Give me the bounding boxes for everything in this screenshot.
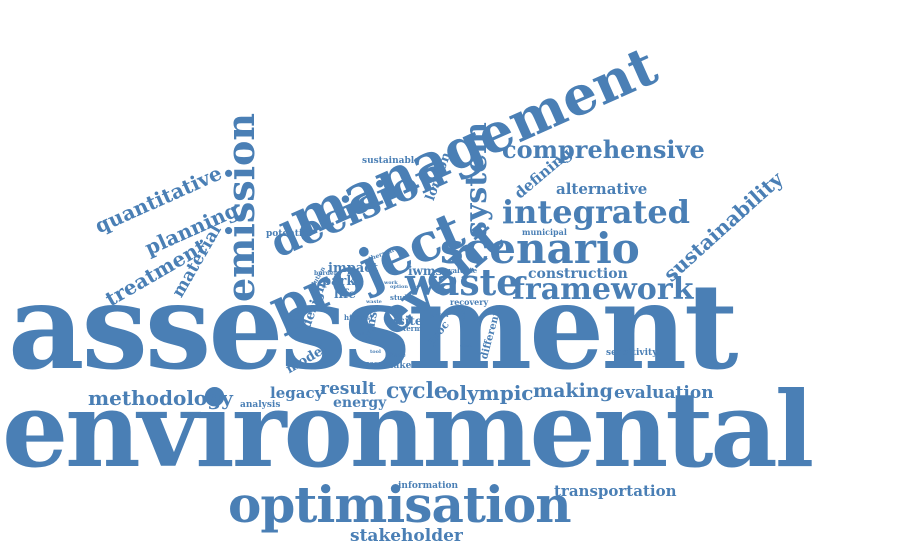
word-cost: cost: [460, 343, 472, 349]
word-waste-small: waste: [366, 299, 382, 305]
word-success: success: [352, 359, 382, 368]
word-olympic: olympic: [446, 381, 534, 405]
word-tool: tool: [370, 349, 381, 355]
word-system: system: [459, 122, 494, 238]
word-recovery: recovery: [450, 297, 489, 307]
word-work: work: [384, 280, 398, 286]
word-sustainable: sustainable: [362, 156, 420, 166]
word-integrated: integrated: [502, 193, 691, 231]
word-methodology: methodology: [88, 386, 233, 410]
word-impact: impact: [328, 261, 379, 276]
word-environmental: environmental: [2, 368, 814, 491]
word-framework: framework: [512, 272, 694, 307]
word-mode: mode: [461, 306, 467, 322]
word-making: making: [533, 380, 613, 402]
word-transportation: transportation: [554, 482, 677, 500]
word-analysis: analysis: [240, 400, 281, 410]
word-municipal: municipal: [522, 227, 567, 237]
word-option: option: [390, 284, 409, 290]
word-waste: waste: [405, 262, 520, 304]
word-evaluate: evaluate: [444, 266, 478, 275]
word-assessment: assessment: [8, 257, 738, 396]
word-phase: phase: [386, 352, 406, 359]
word-construction: construction: [528, 266, 628, 282]
word-information: information: [398, 481, 459, 491]
word-potential: potential: [266, 229, 312, 239]
word-study: study: [390, 293, 412, 302]
word-paper: paper: [430, 312, 450, 319]
word-term: term: [403, 324, 422, 333]
word-stakeholder: stakeholder: [350, 526, 463, 546]
word-evaluation: evaluation: [614, 383, 714, 403]
word-park: park: [322, 274, 356, 289]
word-scenario: scenario: [440, 224, 640, 273]
word-life: life: [334, 287, 356, 301]
word-legacy: legacy: [270, 384, 324, 402]
word-site: site: [398, 314, 423, 328]
word-highest: highest: [344, 313, 374, 322]
word-energy: energy: [333, 395, 387, 411]
word-optimisation: optimisation: [228, 475, 572, 534]
word-burden: burden: [314, 270, 339, 277]
word-sensitivity: sensitivity: [606, 348, 658, 358]
word-maker: maker: [384, 361, 417, 371]
word-comprehensive: comprehensive: [502, 135, 705, 164]
word-iwms: iwms: [408, 264, 443, 278]
word-result: result: [320, 379, 377, 399]
word-goal: goal: [352, 331, 364, 337]
word-alternative: alternative: [556, 180, 648, 198]
word-cycle: cycle: [386, 378, 448, 404]
